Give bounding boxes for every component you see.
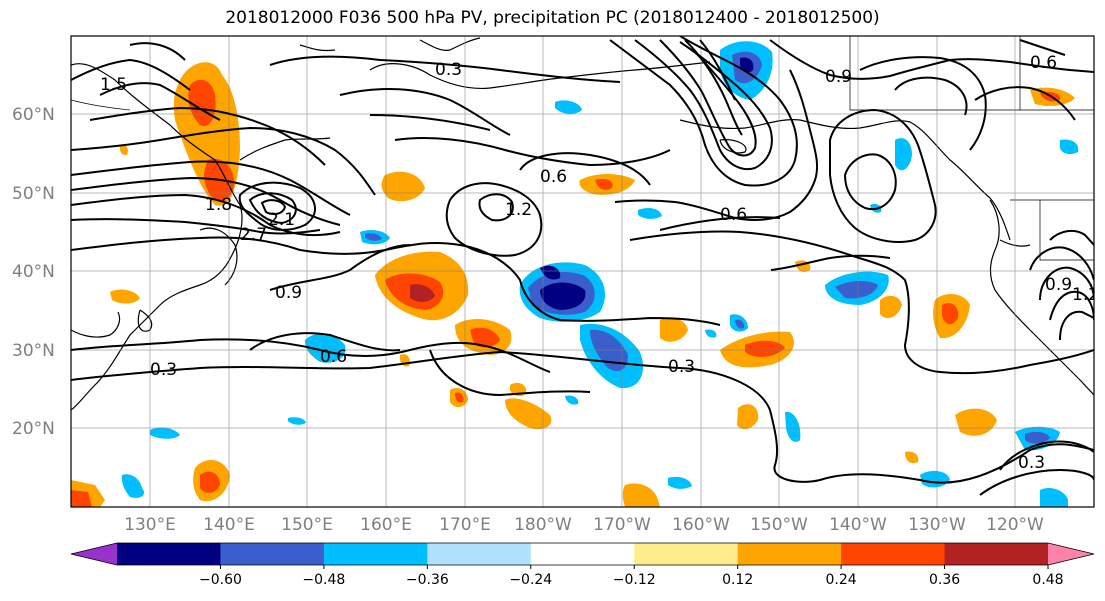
lon-label: 180°W	[514, 515, 572, 535]
contour-label: 0.3	[435, 60, 462, 80]
lon-label: 160°W	[672, 515, 730, 535]
colorbar-segment	[220, 543, 325, 565]
colorbar-tick-label: 0.48	[1032, 572, 1063, 588]
colorbar-tick-label: −0.48	[302, 572, 345, 588]
contour-label: 1.2	[505, 200, 532, 220]
colorbar-segment	[944, 543, 1049, 565]
map-frame	[70, 35, 1095, 508]
colorbar-ticks: −0.60 −0.48 −0.36 −0.24 −0.12 0.12 0.24 0.36 0.4…	[199, 565, 1064, 588]
contour-label: 0.6	[320, 347, 347, 367]
contour-label: 0.6	[720, 205, 747, 225]
lat-label: 20°N	[12, 419, 55, 439]
lon-label: 140°E	[203, 515, 255, 535]
colorbar-tick-label: 0.12	[722, 572, 753, 588]
colorbar-extension-max	[1048, 543, 1094, 565]
colorbar-tick-label: −0.36	[406, 572, 449, 588]
contour-label: 1.2	[1072, 285, 1099, 305]
colorbar	[70, 542, 1095, 566]
colorbar-tick-label: 0.36	[929, 572, 960, 588]
lat-label: 60°N	[12, 105, 55, 125]
colorbar-tick-label: 0.24	[826, 572, 857, 588]
contour-label: 0.9	[825, 67, 852, 87]
colorbar-segment	[117, 543, 221, 565]
lon-label: 150°E	[281, 515, 333, 535]
lon-label: 170°W	[593, 515, 651, 535]
precip-positive-shading	[71, 62, 1075, 507]
contour-label-layer: 0.3 0.6 0.9 1.2 1.5 1.8 2.1 2.7 0.3 0.6 …	[100, 53, 1099, 473]
contour-label: 2.7	[240, 225, 267, 245]
colorbar-tick-label: −0.60	[199, 572, 242, 588]
latitude-labels: 60°N 50°N 40°N 30°N 20°N	[12, 105, 55, 439]
lat-label: 40°N	[12, 262, 55, 282]
contour-label: 1.5	[100, 75, 127, 95]
colorbar-tick-label: −0.24	[509, 572, 552, 588]
colorbar-extension-min	[71, 543, 117, 565]
colorbar-outline	[70, 542, 1095, 566]
contour-label: 0.3	[668, 357, 695, 377]
contour-label: 1.8	[205, 195, 232, 215]
contour-label: 0.3	[1018, 453, 1045, 473]
lon-label: 160°E	[360, 515, 412, 535]
colorbar-segment	[323, 543, 428, 565]
colorbar-segment	[634, 543, 739, 565]
lon-label: 150°W	[750, 515, 808, 535]
borders	[71, 36, 1094, 261]
lon-label: 130°E	[124, 515, 176, 535]
lat-label: 30°N	[12, 341, 55, 361]
longitude-labels: 130°E 140°E 150°E 160°E 170°E 180°W 170°…	[124, 515, 1044, 535]
colorbar-segment	[427, 543, 532, 565]
lon-label: 120°W	[986, 515, 1044, 535]
contour-label: 0.6	[540, 167, 567, 187]
lat-label: 50°N	[12, 184, 55, 204]
contour-label: 2.1	[268, 210, 295, 230]
contour-label: 0.3	[150, 360, 177, 380]
lon-label: 140°W	[829, 515, 887, 535]
coastlines	[71, 37, 1094, 411]
contour-label: 0.6	[1030, 53, 1057, 73]
map-title: 2018012000 F036 500 hPa PV, precipitatio…	[225, 8, 880, 28]
colorbar-segment	[737, 543, 842, 565]
colorbar-tick-label: −0.12	[613, 572, 656, 588]
precip-negative-shading	[121, 41, 1079, 507]
contour-label: 0.9	[275, 283, 302, 303]
pv-contours	[71, 36, 1094, 496]
colorbar-segment	[841, 543, 946, 565]
colorbar-segment	[530, 543, 635, 565]
lon-label: 170°E	[439, 515, 491, 535]
contour-label: 0.9	[1045, 275, 1072, 295]
lon-label: 130°W	[908, 515, 966, 535]
